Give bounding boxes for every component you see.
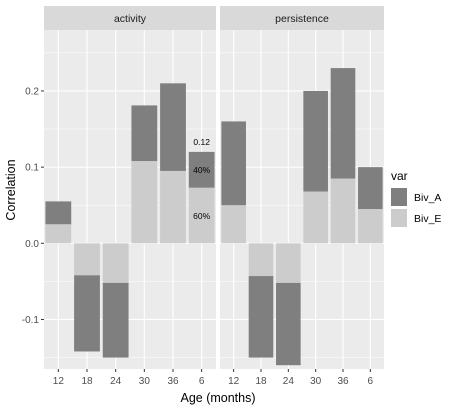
x-tick-label: 36 <box>167 376 179 387</box>
bar-persistence-biv-e-18 <box>248 243 274 277</box>
legend-label-biv-e: Biv_E <box>414 213 441 225</box>
x-tick-label: 12 <box>53 376 65 387</box>
bar-persistence-biv-e-6 <box>358 209 383 244</box>
legend-key-biv-e <box>391 209 407 227</box>
bar-persistence-biv-e-36 <box>330 178 356 244</box>
facet-strip-persistence <box>220 6 384 30</box>
bar-persistence-biv-e-12 <box>221 205 246 244</box>
y-tick-label: 0.0 <box>25 239 39 250</box>
annotation-0-12: 0.12 <box>193 137 210 147</box>
panel-background-activity <box>44 30 216 369</box>
bar-activity-biv-a-6 <box>188 151 215 188</box>
x-tick-label: 24 <box>283 376 295 387</box>
x-tick-label: 30 <box>310 376 322 387</box>
bar-activity-biv-a-36 <box>160 83 186 171</box>
y-tick-label: 0.1 <box>25 163 39 174</box>
legend-label-biv-a: Biv_A <box>414 192 441 204</box>
x-tick-label: 18 <box>255 376 267 387</box>
legend-title: var <box>391 169 408 183</box>
x-tick-label: 12 <box>228 376 240 387</box>
bar-persistence-biv-a-18 <box>248 276 274 358</box>
bar-activity-biv-e-24 <box>102 243 129 283</box>
bar-persistence-biv-a-12 <box>221 121 246 206</box>
bar-persistence-biv-a-36 <box>330 68 356 179</box>
bar-activity-biv-a-30 <box>131 105 158 162</box>
legend-item-biv-a: Biv_A <box>391 188 441 206</box>
x-tick-label: 24 <box>110 376 122 387</box>
facet-strip-activity <box>44 6 216 30</box>
bar-activity-biv-a-12 <box>45 201 72 225</box>
x-tick-label: 30 <box>139 376 151 387</box>
bar-activity-biv-e-12 <box>45 224 72 244</box>
legend-item-biv-e: Biv_E <box>391 209 441 227</box>
bar-activity-biv-e-30 <box>131 161 158 244</box>
bar-activity-biv-a-24 <box>102 282 129 358</box>
y-tick-label: 0.2 <box>25 86 39 97</box>
annotation-40-: 40% <box>193 165 210 175</box>
x-tick-label: 6 <box>368 376 374 387</box>
bar-persistence-biv-a-30 <box>303 90 328 192</box>
y-tick-label: -0.1 <box>22 315 40 326</box>
x-tick-label: 6 <box>199 376 205 387</box>
bar-persistence-biv-e-30 <box>303 191 328 244</box>
bar-activity-biv-e-6 <box>188 187 215 244</box>
x-tick-label: 36 <box>337 376 349 387</box>
legend-key-biv-a <box>391 188 407 206</box>
facet-label-persistence: persistence <box>275 13 329 25</box>
annotation-60-: 60% <box>193 211 210 221</box>
facet-label-activity: activity <box>114 13 147 25</box>
bar-persistence-biv-a-6 <box>358 167 383 210</box>
bar-activity-biv-e-18 <box>74 243 100 276</box>
y-axis-title: Correlation <box>4 159 18 220</box>
x-tick-label: 18 <box>81 376 93 387</box>
panel-background-persistence <box>220 30 384 369</box>
bar-persistence-biv-e-24 <box>276 243 301 283</box>
bar-activity-biv-e-36 <box>160 170 186 244</box>
bar-activity-biv-a-18 <box>74 275 100 352</box>
bar-persistence-biv-a-24 <box>276 282 301 366</box>
x-axis-title: Age (months) <box>180 391 255 405</box>
